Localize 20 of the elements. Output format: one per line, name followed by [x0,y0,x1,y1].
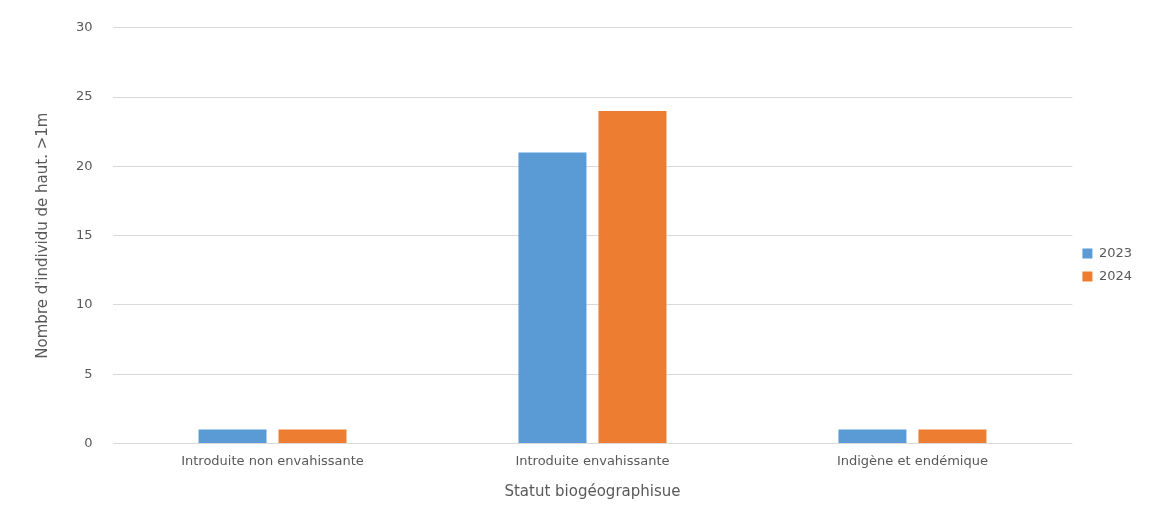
x-tick-label: Introduite envahissante [515,452,670,468]
y-tick-label: 0 [84,434,93,450]
bar [838,429,907,443]
y-tick-label: 5 [84,365,93,381]
bar [198,429,267,443]
legend-label: 2024 [1098,267,1133,283]
y-tick-label: 25 [76,88,93,104]
legend-label: 2023 [1098,244,1133,260]
y-tick-label: 10 [76,296,93,312]
x-axis-title: Statut biogéographisue [504,481,681,500]
y-tick-label: 20 [76,157,93,173]
y-axis-title: Nombre d'individu de haut. >1m [32,112,51,359]
y-tick-label: 15 [76,226,93,242]
y-tick-label: 30 [76,19,93,35]
bar [598,110,667,443]
bar [918,429,987,443]
x-tick-label: Indigène et endémique [836,452,988,468]
bar [278,429,347,443]
x-tick-label: Introduite non envahissante [181,452,364,468]
bar [518,152,587,443]
